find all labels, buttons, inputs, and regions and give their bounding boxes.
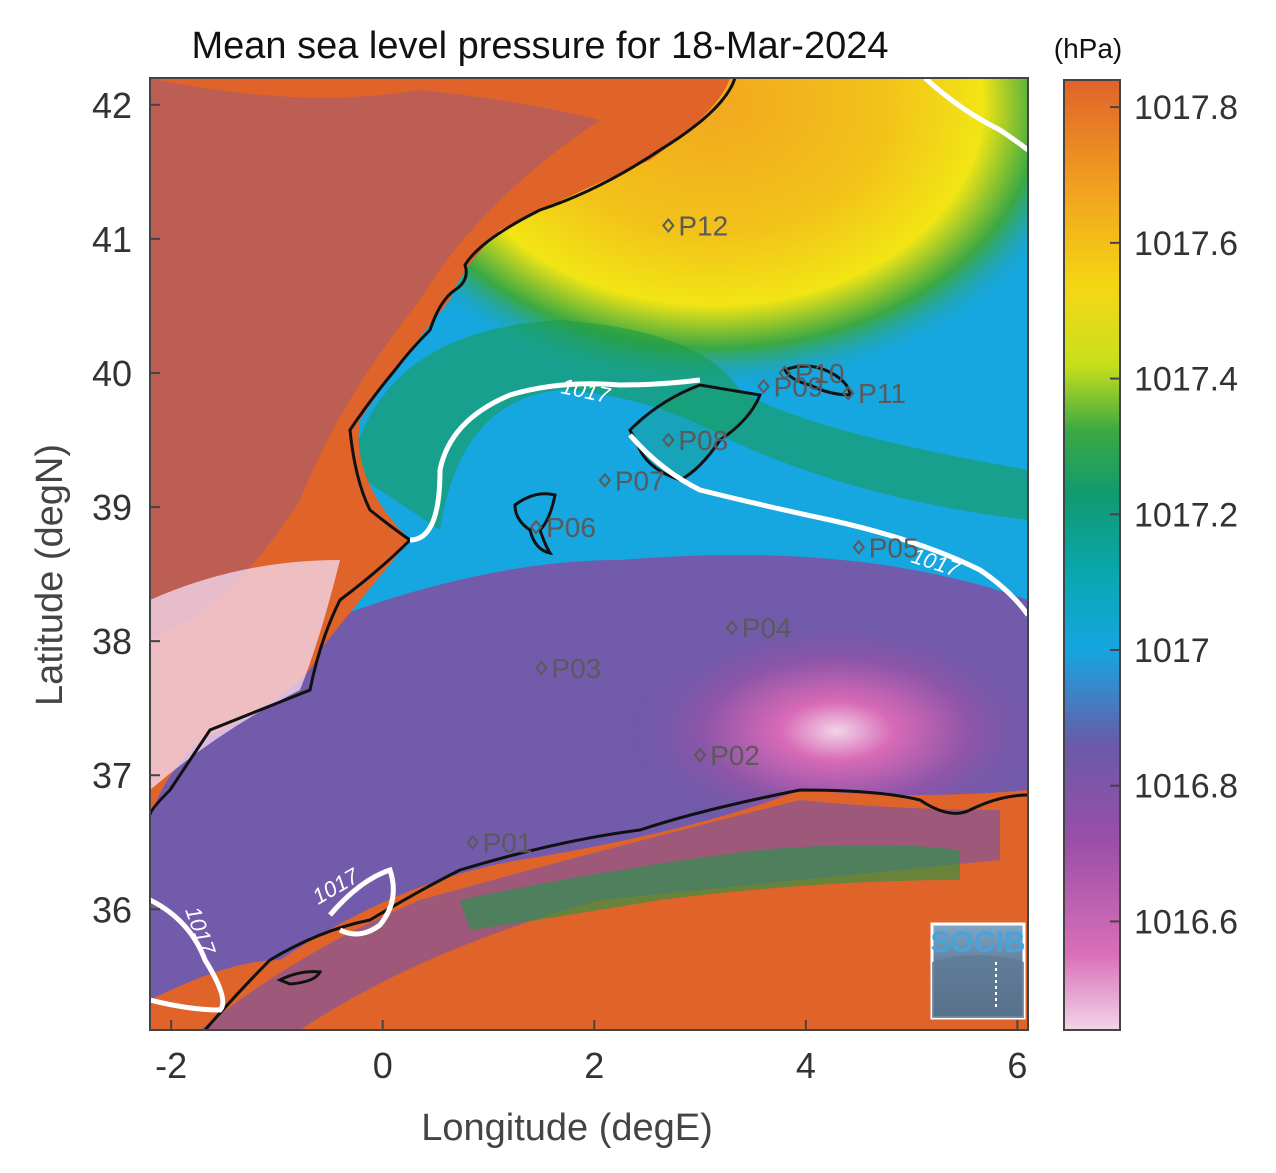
land-iberia-coastal bbox=[150, 78, 600, 640]
x-tick-label: 2 bbox=[584, 1045, 604, 1086]
contour-line-south bbox=[328, 866, 396, 937]
station-marker-icon bbox=[598, 472, 612, 488]
station-p04[interactable]: P04 bbox=[725, 613, 792, 644]
station-label: P01 bbox=[483, 827, 533, 858]
low-pressure-core bbox=[440, 510, 1028, 850]
station-marker-icon bbox=[841, 385, 855, 401]
station-label: P05 bbox=[869, 532, 919, 563]
coastline-ibiza bbox=[513, 492, 557, 556]
station-marker-icon bbox=[466, 834, 479, 850]
y-axis-label: Latitude (degN) bbox=[29, 444, 71, 706]
y-tick-label: 36 bbox=[92, 889, 132, 930]
station-label: P08 bbox=[678, 425, 728, 456]
station-p10[interactable]: P10 bbox=[778, 358, 845, 389]
colorbar-tick-label: 1017.2 bbox=[1134, 496, 1238, 534]
coastline-menorca bbox=[782, 364, 852, 397]
station-label: P06 bbox=[546, 512, 596, 543]
station-p03[interactable]: P03 bbox=[535, 653, 601, 684]
station-marker-icon bbox=[529, 519, 543, 535]
station-label: P12 bbox=[678, 210, 728, 241]
colorbar-ticks: 1016.6 1016.8 1017 1017.2 1017.4 1017.6 1017.8 bbox=[1110, 89, 1238, 941]
station-p05[interactable]: P05 bbox=[852, 532, 919, 563]
y-tick-label: 42 bbox=[92, 85, 132, 126]
chart-title: Mean sea level pressure for 18-Mar-2024 bbox=[191, 25, 888, 67]
land-africa-green bbox=[460, 845, 960, 930]
station-marker-icon bbox=[725, 620, 739, 636]
contour-line-main bbox=[409, 377, 701, 543]
x-tick-label: -2 bbox=[155, 1045, 187, 1086]
colorbar bbox=[1063, 79, 1121, 1031]
station-p06[interactable]: P06 bbox=[529, 512, 596, 543]
station-label: P10 bbox=[795, 358, 845, 389]
y-tick-label: 40 bbox=[92, 353, 132, 394]
station-marker-icon bbox=[662, 217, 675, 234]
station-label: P04 bbox=[742, 613, 792, 644]
x-tick-label: 0 bbox=[373, 1045, 393, 1086]
colorbar-tick-label: 1017 bbox=[1134, 632, 1210, 670]
colorbar-tick-label: 1016.8 bbox=[1134, 768, 1238, 806]
station-p01[interactable]: P01 bbox=[466, 827, 533, 858]
land-iberia-south-pink bbox=[150, 560, 340, 790]
station-marker-icon bbox=[778, 365, 792, 381]
station-marker-icon bbox=[535, 660, 548, 676]
station-label: P11 bbox=[858, 378, 906, 409]
station-label: P07 bbox=[615, 465, 665, 496]
coastline-mallorca bbox=[628, 383, 763, 482]
x-axis-label: Longitude (degE) bbox=[421, 1107, 713, 1149]
station-marker-icon bbox=[693, 747, 707, 763]
station-p02[interactable]: P02 bbox=[693, 740, 760, 771]
logo-text: SOCIB bbox=[930, 926, 1025, 959]
station-p07[interactable]: P07 bbox=[598, 465, 665, 496]
y-tick-label: 39 bbox=[92, 487, 132, 528]
colorbar-units: (hPa) bbox=[1054, 33, 1122, 64]
station-p12[interactable]: P12 bbox=[662, 210, 728, 241]
station-marker-icon bbox=[852, 539, 866, 555]
colorbar-tick-label: 1017.8 bbox=[1134, 89, 1238, 127]
x-axis: -2 0 2 4 6 bbox=[155, 1020, 1027, 1086]
coastline-alboran bbox=[276, 970, 323, 986]
map-area: 1017 1017 1017 1017 SOCIB P01P02P03P04P0… bbox=[150, 78, 1028, 1030]
colorbar-tick-label: 1016.6 bbox=[1134, 903, 1238, 941]
map-frame bbox=[149, 77, 1029, 1031]
station-label: P02 bbox=[710, 740, 760, 771]
y-tick-label: 38 bbox=[92, 621, 132, 662]
x-tick-label: 6 bbox=[1007, 1045, 1027, 1086]
station-marker-icon bbox=[662, 432, 675, 448]
y-axis: 36 37 38 39 40 41 42 bbox=[92, 85, 160, 930]
x-tick-label: 4 bbox=[796, 1045, 816, 1086]
green-band bbox=[350, 320, 1028, 530]
colorbar-tick-label: 1017.4 bbox=[1134, 361, 1238, 399]
station-label: P03 bbox=[551, 653, 601, 684]
contour-line-east bbox=[628, 433, 1028, 617]
coastline-iberia bbox=[150, 78, 737, 816]
y-tick-label: 37 bbox=[92, 755, 132, 796]
contour-line-ne bbox=[923, 78, 1028, 152]
station-p08[interactable]: P08 bbox=[662, 425, 728, 456]
station-marker-icon bbox=[757, 378, 770, 394]
y-tick-label: 41 bbox=[92, 219, 132, 260]
colorbar-tick-label: 1017.6 bbox=[1134, 225, 1238, 263]
coastline-africa bbox=[203, 788, 1028, 1030]
socib-logo: SOCIB bbox=[930, 922, 1026, 1020]
station-p11[interactable]: P11 bbox=[841, 378, 906, 409]
contour-line-sw bbox=[150, 897, 226, 1013]
